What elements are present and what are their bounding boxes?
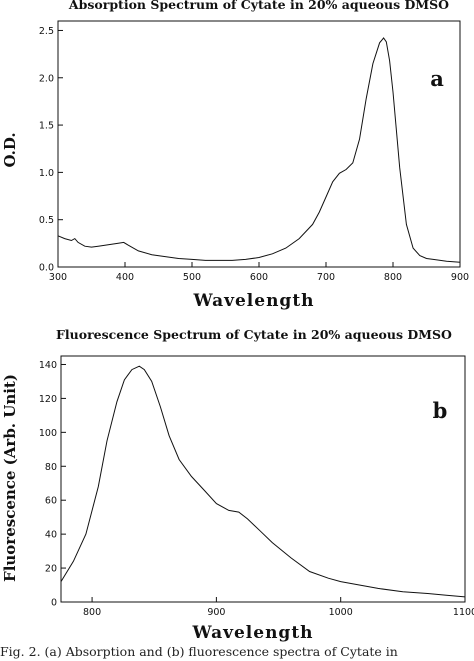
x-ticks: 300 400 500 600 700 800 900: [49, 262, 469, 283]
x-tick-label: 800: [384, 272, 402, 283]
x-tick-label: 900: [451, 272, 469, 283]
x-tick-label: 600: [250, 272, 268, 283]
x-tick-label: 700: [317, 272, 335, 283]
y-ticks: 0.0 0.5 1.0 1.5 2.0 2.5: [39, 26, 63, 274]
plot-frame: [57, 20, 461, 268]
y-tick-label: 80: [45, 462, 57, 473]
y-tick-label: 0.0: [39, 263, 54, 274]
fluorescence-line: [60, 365, 466, 598]
x-tick-label: 500: [183, 272, 201, 283]
x-tick-label: 800: [83, 607, 101, 618]
y-axis-label: O.D.: [1, 132, 19, 167]
fluorescence-chart: Fluorescence Spectrum of Cytate in 20% a…: [1, 327, 474, 643]
y-tick-label: 140: [39, 360, 57, 371]
y-axis-label: Fluorescence (Arb. Unit): [1, 374, 19, 582]
x-tick-label: 1000: [329, 607, 353, 618]
y-tick-label: 0: [51, 598, 57, 609]
y-tick-label: 120: [39, 394, 57, 405]
y-tick-label: 20: [45, 564, 57, 575]
x-axis-label: Wavelength: [192, 291, 314, 311]
y-tick-label: 1.0: [39, 168, 54, 179]
chart-title: Fluorescence Spectrum of Cytate in 20% a…: [56, 327, 452, 342]
panel-label: b: [433, 398, 448, 423]
y-tick-label: 40: [45, 530, 57, 541]
x-tick-label: 900: [207, 607, 225, 618]
y-tick-label: 60: [45, 496, 57, 507]
absorption-chart: Absorption Spectrum of Cytate in 20% aqu…: [1, 0, 469, 311]
y-tick-label: 0.5: [39, 215, 54, 226]
x-tick-label: 300: [49, 272, 67, 283]
y-ticks: 0 20 40 60 80 100 120 140: [39, 360, 66, 609]
y-tick-label: 1.5: [39, 121, 54, 132]
chart-title: Absorption Spectrum of Cytate in 20% aqu…: [68, 0, 449, 12]
absorption-line: [57, 37, 461, 263]
y-tick-label: 100: [39, 428, 57, 439]
y-tick-label: 2.5: [39, 26, 54, 37]
x-axis-label: Wavelength: [191, 623, 313, 643]
panel-label: a: [430, 66, 444, 91]
plot-frame: [60, 355, 466, 603]
x-tick-label: 400: [116, 272, 134, 283]
y-tick-label: 2.0: [39, 73, 54, 84]
figure-caption: Fig. 2. (a) Absorption and (b) fluoresce…: [0, 644, 398, 659]
